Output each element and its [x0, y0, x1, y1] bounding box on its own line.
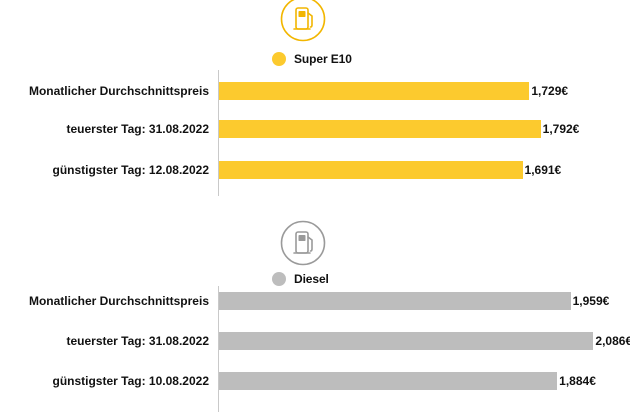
- legend: Super E10: [272, 50, 352, 68]
- legend-label: Diesel: [294, 272, 329, 286]
- value-label: 1,691€: [524, 163, 562, 177]
- category-label: teuerster Tag: 31.08.2022: [66, 122, 209, 136]
- bar-row: Monatlicher Durchschnittspreis 1,729€: [0, 80, 630, 102]
- legend-swatch: [272, 272, 286, 286]
- bar: [219, 120, 541, 138]
- category-axis-line: [218, 286, 219, 412]
- category-label: Monatlicher Durchschnittspreis: [28, 294, 209, 308]
- legend-label: Super E10: [294, 52, 352, 66]
- category-label: günstigster Tag: 10.08.2022: [52, 374, 209, 388]
- value-label: 1,959€: [572, 294, 610, 308]
- value-label: 1,884€: [559, 374, 596, 388]
- fuel-pump-icon: [280, 0, 326, 42]
- bar-row: günstigster Tag: 10.08.2022 1,884€: [0, 370, 630, 392]
- bar-row: teuerster Tag: 31.08.2022 1,792€: [0, 118, 630, 140]
- value-label: 1,729€: [531, 84, 569, 98]
- bar: [219, 372, 558, 390]
- category-axis-line: [218, 70, 219, 196]
- category-label: teuerster Tag: 31.08.2022: [66, 334, 209, 348]
- bar-row: günstigster Tag: 12.08.2022 1,691€: [0, 159, 630, 181]
- value-label: 2,086€: [595, 334, 630, 348]
- fuel-pump-icon: [280, 220, 326, 266]
- category-label: günstigster Tag: 12.08.2022: [52, 163, 209, 177]
- legend-swatch: [272, 52, 286, 66]
- bar: [219, 332, 594, 350]
- legend: Diesel: [272, 270, 329, 288]
- category-label: Monatlicher Durchschnittspreis: [28, 84, 209, 98]
- diesel-chart: Diesel Monatlicher Durchschnittspreis 1,9…: [0, 218, 630, 412]
- super-e10-chart: Super E10 Monatlicher Durchschnittspreis…: [0, 0, 630, 200]
- bar-row: teuerster Tag: 31.08.2022 2,086€: [0, 330, 630, 352]
- value-label: 1,792€: [542, 122, 580, 136]
- bar: [219, 292, 571, 310]
- bar-row: Monatlicher Durchschnittspreis 1,959€: [0, 290, 630, 312]
- bar: [219, 82, 530, 100]
- bar: [219, 161, 523, 179]
